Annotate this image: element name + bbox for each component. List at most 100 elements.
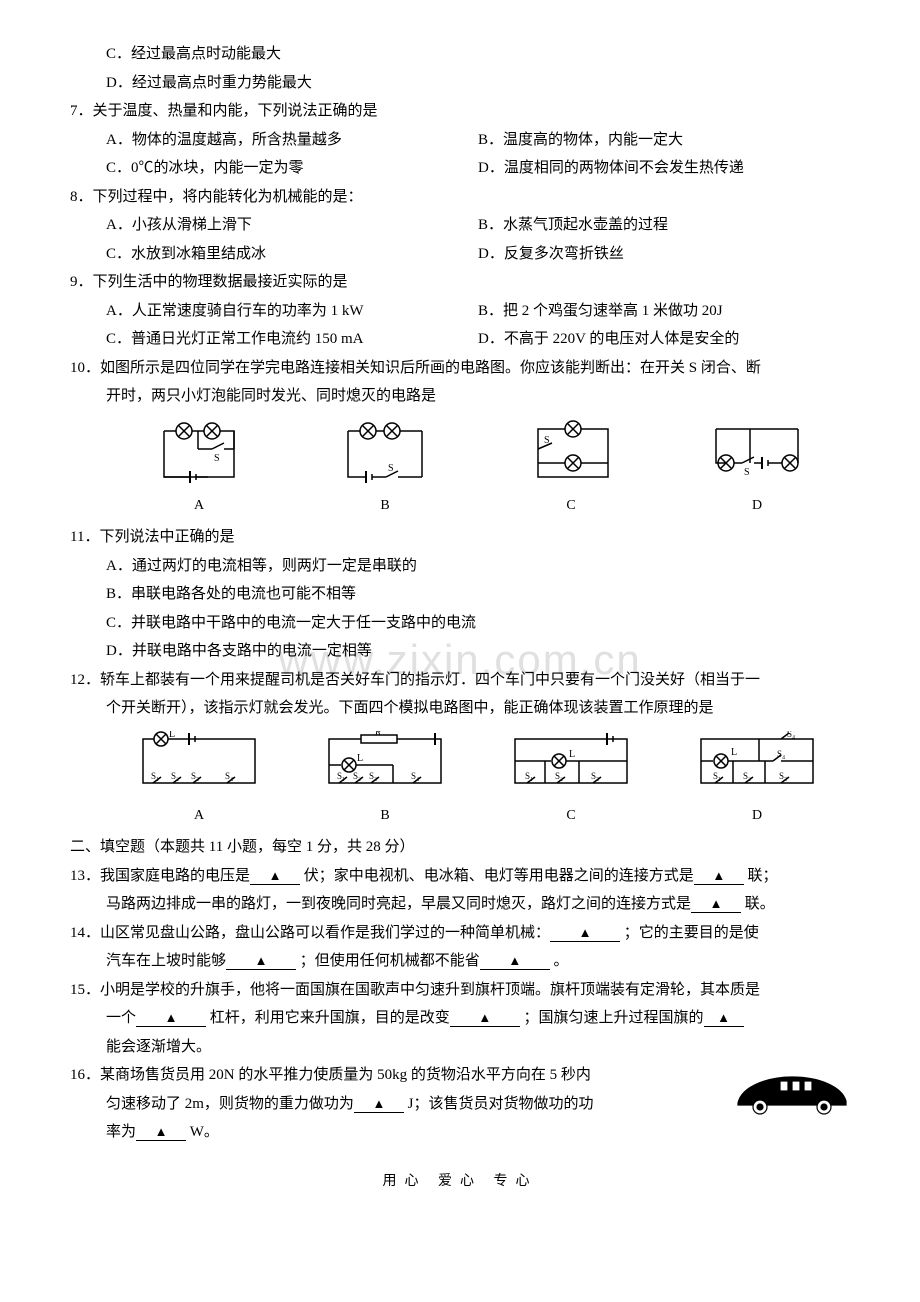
document-content: C．经过最高点时动能最大 D．经过最高点时重力势能最大 7．关于温度、热量和内能…: [70, 40, 850, 1195]
q14-t5: 。: [554, 953, 569, 969]
q7-option-d: D．温度相同的两物体间不会发生热传递: [478, 154, 850, 183]
circuit2-a-icon: L S₁ S₂ S₃ S₄: [129, 731, 269, 801]
q12-stem1: 12．轿车上都装有一个用来提醒司机是否关好车门的指示灯．四个车门中只要有一个门没…: [70, 666, 850, 695]
circuit-b-icon: S: [330, 419, 440, 491]
q8-option-a: A．小孩从滑梯上滑下: [106, 211, 478, 240]
q14-t3: 汽车在上坡时能够: [106, 953, 226, 969]
q11-option-d: D．并联电路中各支路中的电流一定相等: [70, 637, 850, 666]
q11-option-a: A．通过两灯的电流相等，则两灯一定是串联的: [70, 552, 850, 581]
q9-option-d: D．不高于 220V 的电压对人体是安全的: [478, 325, 850, 354]
q16-t3: J；该售货员对货物做功的功: [408, 1096, 594, 1112]
svg-text:S₃: S₃: [191, 771, 199, 781]
q9-stem: 9．下列生活中的物理数据最接近实际的是: [70, 268, 850, 297]
q16: 16．某商场售货员用 20N 的水平推力使质量为 50kg 的货物沿水平方向在 …: [70, 1061, 850, 1147]
svg-text:S₃: S₃: [779, 771, 787, 781]
svg-text:L: L: [169, 731, 175, 740]
q16-t1: 16．某商场售货员用 20N 的水平推力使质量为 50kg 的货物沿水平方向在 …: [70, 1067, 591, 1083]
q10-label-c: C: [478, 493, 664, 520]
q10-circuits: S A: [106, 419, 850, 520]
q12-stem2: 个开关断开），该指示灯就会发光。下面四个模拟电路图中，能正确体现该装置工作原理的…: [70, 694, 850, 723]
q10-label-d: D: [664, 493, 850, 520]
q10-stem2: 开时，两只小灯泡能同时发光、同时熄灭的电路是: [70, 382, 850, 411]
q7-option-b: B．温度高的物体，内能一定大: [478, 126, 850, 155]
q11-option-b: B．串联电路各处的电流也可能不相等: [70, 580, 850, 609]
svg-text:S₂: S₂: [743, 771, 751, 781]
q13-t5: 联。: [745, 896, 775, 912]
circuit-a-icon: S: [144, 419, 254, 491]
q12-label-a: A: [106, 803, 292, 830]
prev-option-c: C．经过最高点时动能最大: [70, 40, 850, 69]
svg-text:S₂: S₂: [171, 771, 179, 781]
q14: 14．山区常见盘山公路，盘山公路可以看作是我们学过的一种简单机械：▲ ；它的主要…: [70, 919, 850, 948]
svg-text:R: R: [374, 731, 381, 738]
q16-t5: W。: [190, 1124, 219, 1140]
svg-text:S₂: S₂: [353, 771, 361, 781]
q12-label-b: B: [292, 803, 478, 830]
circuit2-b-icon: R L S₁ S₂ S₃ S₄: [315, 731, 455, 801]
q10-stem1: 10．如图所示是四位同学在学完电路连接相关知识后所画的电路图。你应该能判断出：在…: [70, 354, 850, 383]
circuit2-d-icon: S₄ L S₄ S₁ S₂ S₃: [687, 731, 827, 801]
q8-option-d: D．反复多次弯折铁丝: [478, 240, 850, 269]
q15-t3: 杠杆，利用它来升国旗，目的是改变: [210, 1010, 450, 1026]
q15-t2: 一个: [106, 1010, 136, 1026]
q10-label-b: B: [292, 493, 478, 520]
svg-text:S₄: S₄: [225, 771, 233, 781]
svg-text:S₃: S₃: [591, 771, 599, 781]
footer: 用心 爱心 专心: [70, 1169, 850, 1196]
svg-text:S: S: [744, 467, 750, 478]
q12-label-d: D: [664, 803, 850, 830]
q16-t2: 匀速移动了 2m，则货物的重力做功为: [106, 1096, 354, 1112]
q15-t4: ；国旗匀速上升过程国旗的: [524, 1010, 704, 1026]
circuit-c-icon: S: [516, 419, 626, 491]
q14-t1: 14．山区常见盘山公路，盘山公路可以看作是我们学过的一种简单机械：: [70, 925, 550, 941]
q9-option-a: A．人正常速度骑自行车的功率为 1 kW: [106, 297, 478, 326]
q8-stem: 8．下列过程中，将内能转化为机械能的是：: [70, 183, 850, 212]
q13-t2: 伏；家中电视机、电冰箱、电灯等用电器之间的连接方式是: [304, 868, 694, 884]
q15-line3: 能会逐渐增大。: [70, 1033, 850, 1062]
q7-option-a: A．物体的温度越高，所含热量越多: [106, 126, 478, 155]
svg-text:L: L: [357, 753, 363, 764]
q12-label-c: C: [478, 803, 664, 830]
q7-option-c: C．0℃的冰块，内能一定为零: [106, 154, 478, 183]
q15: 15．小明是学校的升旗手，他将一面国旗在国歌声中匀速升到旗杆顶端。旗杆顶端装有定…: [70, 976, 850, 1005]
svg-text:S: S: [214, 453, 220, 464]
q12-circuits: L S₁ S₂ S₃ S₄ A R: [106, 731, 850, 830]
svg-text:L: L: [731, 747, 737, 758]
svg-text:S₁: S₁: [337, 771, 345, 781]
q13-t4: 马路两边排成一串的路灯，一到夜晚同时亮起，早晨又同时熄灭，路灯之间的连接方式是: [106, 896, 691, 912]
q14-t2: ；它的主要目的是使: [624, 925, 759, 941]
q14-line2: 汽车在上坡时能够▲ ；但使用任何机械都不能省▲ 。: [70, 947, 850, 976]
svg-text:S: S: [544, 435, 550, 446]
q10-label-a: A: [106, 493, 292, 520]
q7-stem: 7．关于温度、热量和内能，下列说法正确的是: [70, 97, 850, 126]
q13-line2: 马路两边排成一串的路灯，一到夜晚同时亮起，早晨又同时熄灭，路灯之间的连接方式是▲…: [70, 890, 850, 919]
q16-t4: 率为: [106, 1124, 136, 1140]
svg-text:S₄: S₄: [787, 731, 795, 739]
q9-option-b: B．把 2 个鸡蛋匀速举高 1 米做功 20J: [478, 297, 850, 326]
svg-text:S₁: S₁: [151, 771, 159, 781]
q14-t4: ；但使用任何机械都不能省: [300, 953, 480, 969]
q9-option-c: C．普通日光灯正常工作电流约 150 mA: [106, 325, 478, 354]
section2-header: 二、填空题（本题共 11 小题，每空 1 分，共 28 分）: [70, 833, 850, 862]
q15-t5: 能会逐渐增大。: [106, 1039, 211, 1055]
q15-line2: 一个▲ 杠杆，利用它来升国旗，目的是改变▲ ；国旗匀速上升过程国旗的▲: [70, 1004, 850, 1033]
q11-stem: 11．下列说法中正确的是: [70, 523, 850, 552]
svg-text:L: L: [569, 749, 575, 760]
q15-t1: 15．小明是学校的升旗手，他将一面国旗在国歌声中匀速升到旗杆顶端。旗杆顶端装有定…: [70, 982, 760, 998]
q13-t3: 联；: [748, 868, 778, 884]
svg-text:S₁: S₁: [713, 771, 721, 781]
circuit2-c-icon: L S₁ S₂ S₃: [501, 731, 641, 801]
svg-text:S₄: S₄: [777, 749, 785, 759]
circuit-d-icon: S: [702, 419, 812, 491]
svg-text:S₁: S₁: [525, 771, 533, 781]
svg-text:S₃: S₃: [369, 771, 377, 781]
q13-t1: 13．我国家庭电路的电压是: [70, 868, 250, 884]
q13: 13．我国家庭电路的电压是▲ 伏；家中电视机、电冰箱、电灯等用电器之间的连接方式…: [70, 862, 850, 891]
svg-text:S: S: [388, 463, 394, 474]
svg-text:S₂: S₂: [555, 771, 563, 781]
car-icon: [730, 1065, 850, 1128]
q8-option-c: C．水放到冰箱里结成冰: [106, 240, 478, 269]
prev-option-d: D．经过最高点时重力势能最大: [70, 69, 850, 98]
q8-option-b: B．水蒸气顶起水壶盖的过程: [478, 211, 850, 240]
svg-text:S₄: S₄: [411, 771, 419, 781]
